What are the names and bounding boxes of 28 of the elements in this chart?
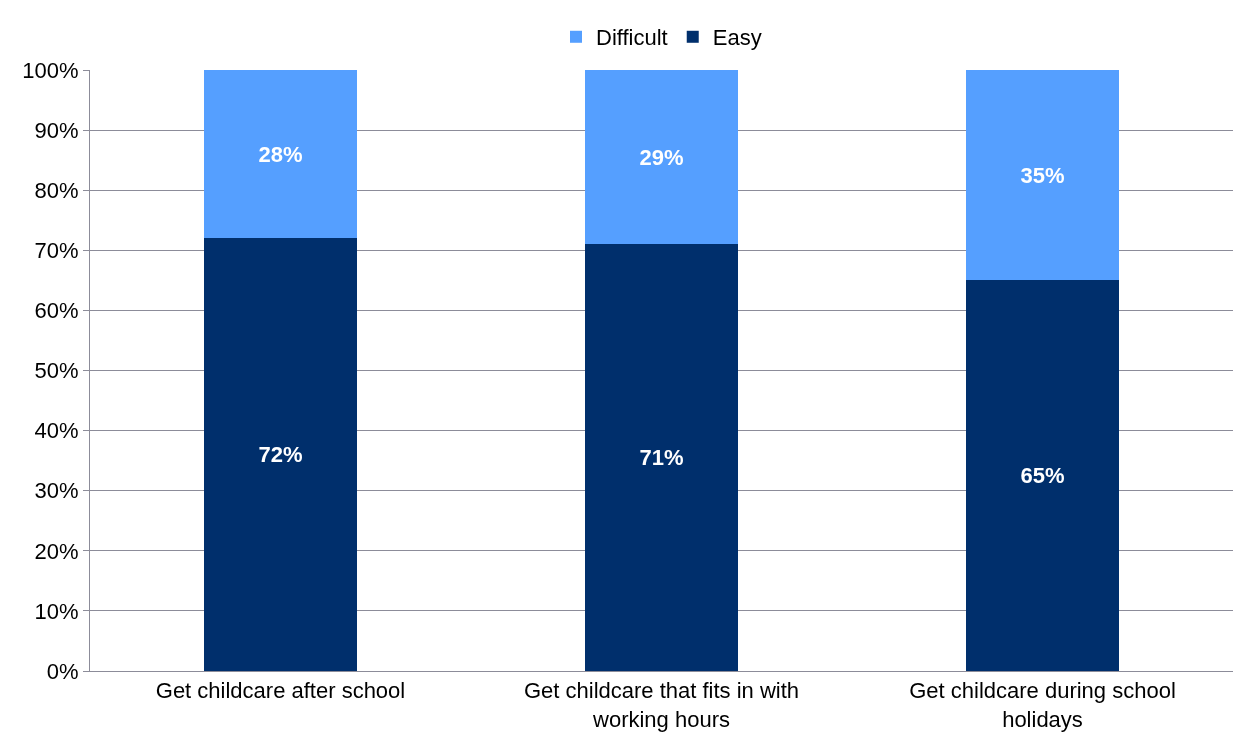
data-label: 28% bbox=[258, 141, 303, 167]
x-tick-label: Get childcare during school holidays bbox=[909, 678, 1176, 732]
data-label: 71% bbox=[639, 445, 684, 471]
legend-label: Difficult bbox=[596, 25, 668, 51]
y-tick-label: 70% bbox=[34, 238, 79, 263]
y-tick-label: 30% bbox=[34, 478, 79, 504]
bar bbox=[966, 280, 1119, 671]
y-tick-label: 0% bbox=[46, 658, 79, 684]
y-tick-label: 20% bbox=[34, 538, 79, 564]
bar bbox=[204, 70, 357, 239]
bar bbox=[204, 238, 357, 671]
bar bbox=[585, 70, 738, 245]
x-tick-label: Get childcare after school bbox=[155, 678, 406, 704]
y-tick-label: 50% bbox=[34, 358, 79, 384]
y-tick-label: 100% bbox=[22, 57, 79, 83]
data-label: 35% bbox=[1020, 162, 1065, 188]
y-tick-label: 40% bbox=[34, 418, 79, 444]
bar bbox=[585, 244, 738, 671]
legend-label: Easy bbox=[712, 25, 762, 51]
y-tick-label: 10% bbox=[34, 598, 79, 624]
x-tick-label: Get childcare that fits in with working hours bbox=[523, 678, 800, 732]
y-tick-label: 60% bbox=[34, 298, 79, 324]
y-tick-label: 80% bbox=[34, 177, 79, 203]
data-label: 29% bbox=[639, 144, 684, 170]
data-label: 65% bbox=[1020, 463, 1065, 489]
data-label: 72% bbox=[258, 442, 303, 468]
bar bbox=[966, 70, 1119, 281]
y-tick-label: 90% bbox=[34, 117, 79, 143]
